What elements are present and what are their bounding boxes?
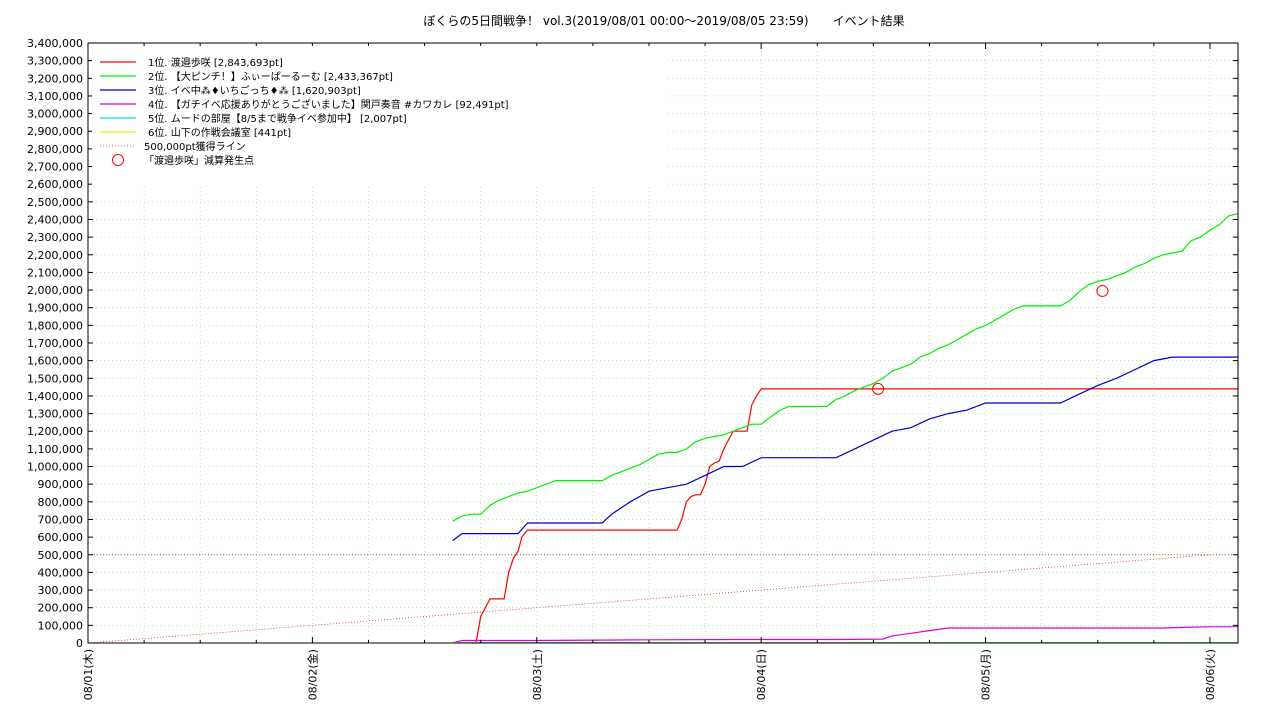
reference-line [87,554,1238,644]
series-line-3 [452,356,1239,542]
y-tick-label: 2,900,000 [27,125,83,138]
chart-title: ぼくらの5日間戦争！ vol.3(2019/08/01 00:00～2019/0… [423,14,904,28]
legend-label: 500,000pt獲得ライン [144,140,246,153]
series-line-4 [452,626,1239,644]
y-tick-label: 2,400,000 [27,213,83,226]
y-tick-label: 2,600,000 [27,178,83,191]
y-tick-label: 3,200,000 [27,72,83,85]
y-tick-label: 1,400,000 [27,390,83,403]
y-tick-label: 2,000,000 [27,284,83,297]
series-line-1 [471,388,1238,644]
y-tick-label: 2,500,000 [27,196,83,209]
y-tick-label: 2,300,000 [27,231,83,244]
y-tick-label: 900,000 [38,478,84,491]
legend-label: 6位. 山下の作戦会議室 [441pt] [148,126,291,139]
y-tick-label: 500,000 [38,549,84,562]
y-tick-label: 2,100,000 [27,266,83,279]
series-lines [452,213,1239,644]
legend-label: 「渡邉歩咲」減算発生点 [144,154,254,167]
legend-label: 1位. 渡邉歩咲 [2,843,693pt] [148,56,283,69]
y-axis: 0 100,000 200,000 300,000 400,000 500,000 600,… [27,37,1238,650]
y-tick-label: 1,800,000 [27,319,83,332]
deduction-marker [872,382,885,395]
x-tick-label: 08/06(火) [1204,649,1217,700]
y-tick-label: 100,000 [38,619,84,632]
y-tick-label: 1,100,000 [27,443,83,456]
legend-label: 5位. ムードの部屋【8/5まで戦争イベ参加中】 [2,007pt] [148,112,407,125]
y-tick-label: 1,500,000 [27,372,83,385]
y-tick-label: 200,000 [38,602,84,615]
y-tick-label: 700,000 [38,513,84,526]
y-tick-label: 600,000 [38,531,84,544]
x-axis: 08/01(木) 08/02(金) 08/03(土) 08/04(日) 08/05(月)… [82,43,1217,700]
series-line-2 [452,213,1239,522]
y-tick-label: 3,400,000 [27,37,83,50]
legend-background [92,46,667,186]
y-tick-label: 3,300,000 [27,55,83,68]
y-tick-label: 300,000 [38,584,84,597]
x-tick-label: 08/02(金) [305,649,319,700]
x-tick-label: 08/05(月) [980,649,993,700]
y-tick-label: 2,800,000 [27,143,83,156]
x-tick-label: 08/03(土) [531,649,544,700]
deduction-marker [1096,284,1109,297]
legend-label: 2位. 【大ピンチ！】ふぃーぱーるーむ [2,433,367pt] [148,70,393,83]
y-tick-label: 3,000,000 [27,108,83,121]
deduction-markers [872,284,1109,395]
y-tick-label: 3,100,000 [27,90,83,103]
y-tick-label: 800,000 [38,496,84,509]
y-tick-label: 1,900,000 [27,302,83,315]
x-tick-label: 08/01(木) [82,649,95,700]
y-tick-label: 400,000 [38,566,84,579]
y-tick-label: 2,700,000 [27,161,83,174]
legend: 1位. 渡邉歩咲 [2,843,693pt]2位. 【大ピンチ！】ふぃーぱーるー… [92,46,667,186]
legend-swatch [112,154,124,166]
y-tick-label: 1,700,000 [27,337,83,350]
y-tick-label: 1,200,000 [27,425,83,438]
legend-label: 3位. イベ中⁂♦いちごっち♦⁂ [1,620,903pt] [148,84,361,97]
y-tick-label: 1,000,000 [27,461,83,474]
x-tick-label: 08/04(日) [755,649,768,700]
legend-label: 4位. 【ガチイベ応援ありがとうございました】関戸奏音 #カワカレ [92,49… [148,98,509,111]
y-tick-label: 1,600,000 [27,355,83,368]
y-tick-label: 2,200,000 [27,249,83,262]
y-tick-label: 1,300,000 [27,408,83,421]
y-tick-label: 0 [76,637,83,650]
